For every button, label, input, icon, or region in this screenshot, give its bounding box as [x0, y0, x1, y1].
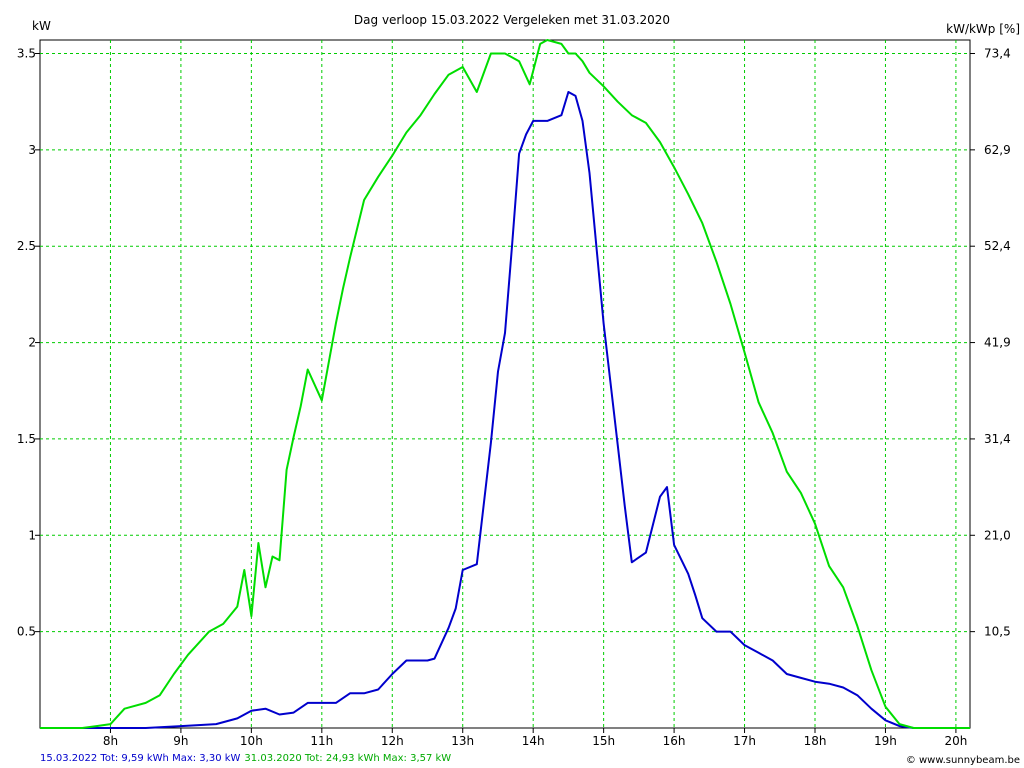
- y2-tick-label: 10,5: [984, 625, 1011, 639]
- y2-tick-label: 73,4: [984, 46, 1011, 60]
- y2-tick-label: 21,0: [984, 528, 1011, 542]
- y2-tick-label: 31,4: [984, 432, 1011, 446]
- y-tick-label: 1.5: [17, 432, 36, 446]
- series2-summary: 31.03.2020 Tot: 24,93 kWh Max: 3,57 kW: [244, 753, 451, 764]
- left-axis-unit: kW: [32, 19, 51, 33]
- x-tick-label: 19h: [874, 734, 897, 748]
- x-tick-label: 16h: [663, 734, 686, 748]
- x-tick-label: 20h: [944, 734, 967, 748]
- series-line-2: [40, 39, 970, 729]
- y-tick-label: 3: [28, 143, 36, 157]
- series-lines: [40, 39, 970, 729]
- y-tick-label: 3.5: [17, 46, 36, 60]
- x-tick-label: 8h: [103, 734, 118, 748]
- axis-ticks: 8h 9h 10h 11h 12h 13h 14h 15h 16h 17h 18h 19h 20h 0.5…: [17, 46, 1011, 748]
- series-line-1: [40, 91, 963, 729]
- y-tick-label: 2: [28, 336, 36, 350]
- x-tick-label: 12h: [381, 734, 404, 748]
- x-tick-label: 9h: [173, 734, 188, 748]
- series1-summary: 15.03.2022 Tot: 9,59 kWh Max: 3,30 kW: [40, 753, 241, 764]
- y-tick-label: 2.5: [17, 239, 36, 253]
- y2-tick-label: 62,9: [984, 143, 1011, 157]
- credit-text: © www.sunnybeam.be: [906, 755, 1020, 766]
- x-tick-label: 14h: [522, 734, 545, 748]
- chart-title: Dag verloop 15.03.2022 Vergeleken met 31…: [354, 13, 670, 27]
- plot-area: [39, 39, 971, 729]
- x-tick-label: 15h: [592, 734, 615, 748]
- footer-summary-line: 15.03.2022 Tot: 9,59 kWh Max: 3,30 kW 31.…: [40, 753, 451, 764]
- x-tick-label: 11h: [310, 734, 333, 748]
- y-tick-label: 1: [28, 528, 36, 542]
- y2-tick-label: 52,4: [984, 239, 1011, 253]
- x-tick-label: 13h: [451, 734, 474, 748]
- x-tick-label: 17h: [733, 734, 756, 748]
- x-tick-label: 18h: [804, 734, 827, 748]
- x-tick-label: 10h: [240, 734, 263, 748]
- right-axis-unit: kW/kWp [%]: [946, 22, 1020, 36]
- y-tick-label: 0.5: [17, 625, 36, 639]
- y2-tick-label: 41,9: [984, 336, 1011, 350]
